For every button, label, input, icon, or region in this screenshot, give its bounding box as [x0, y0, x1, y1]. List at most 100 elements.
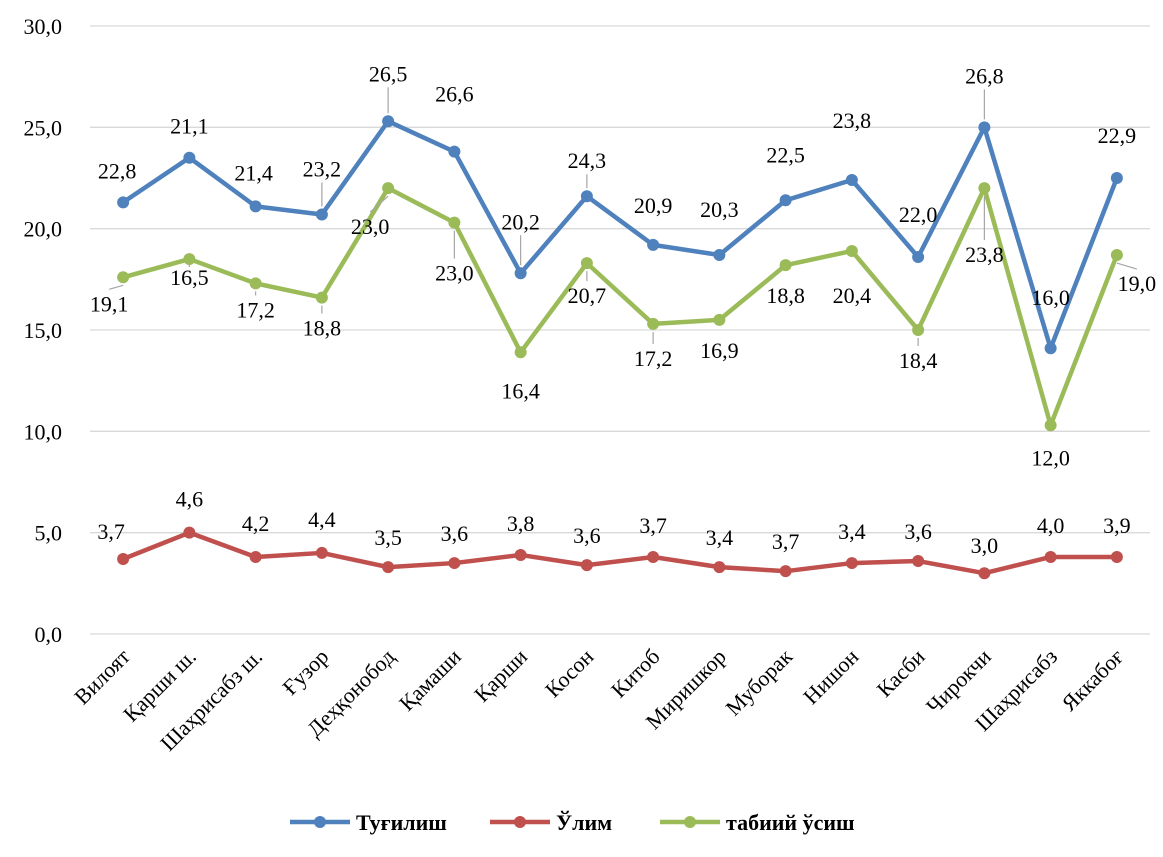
x-tick-label: Қамаши [394, 644, 466, 716]
data-point [713, 313, 726, 326]
x-tick-label: Муборак [721, 644, 798, 721]
data-label: 22,9 [1098, 123, 1137, 148]
data-label: 4,0 [1037, 513, 1065, 538]
data-label: 4,2 [242, 511, 270, 536]
series-layer [117, 115, 1123, 580]
data-point [448, 557, 461, 570]
data-label: 26,6 [435, 82, 474, 107]
data-point [978, 567, 991, 580]
data-point [183, 253, 196, 266]
data-point [713, 561, 726, 574]
data-label: 19,1 [90, 291, 129, 316]
data-point [580, 190, 593, 203]
data-label: 26,5 [369, 61, 408, 86]
data-point [647, 317, 660, 330]
data-point [315, 291, 328, 304]
series-line [120, 185, 1120, 428]
data-point [448, 216, 461, 229]
series-line [120, 530, 1120, 576]
data-point [779, 259, 792, 272]
data-point [912, 555, 925, 568]
data-label: 4,6 [176, 487, 204, 512]
y-tick-label: 20,0 [24, 217, 63, 242]
data-point [1110, 249, 1123, 262]
data-point [845, 244, 858, 257]
data-point [448, 145, 461, 158]
legend-marker [314, 816, 326, 828]
label-leader [108, 284, 124, 290]
data-label: 3,9 [1103, 513, 1131, 538]
x-tick-label: Вилоят [69, 644, 135, 710]
data-label: 22,0 [899, 202, 938, 227]
data-point [1110, 550, 1123, 563]
data-point [117, 553, 130, 566]
data-label: 23,0 [351, 214, 390, 239]
data-label: 22,5 [766, 142, 805, 167]
legend: Туғилиш Ўлим табиий ўсиш [290, 810, 855, 835]
data-label: 3,8 [507, 511, 535, 536]
data-point [183, 526, 196, 539]
data-point [249, 277, 262, 290]
grid-lines [90, 25, 1150, 635]
data-point [514, 267, 527, 280]
data-label: 16,0 [1031, 285, 1070, 310]
data-label: 20,2 [501, 209, 540, 234]
x-tick-label: Қарши [469, 644, 532, 707]
data-label: 3,7 [639, 513, 667, 538]
x-tick-label: Китоб [606, 644, 665, 703]
data-point [382, 115, 395, 128]
data-point [249, 550, 262, 563]
series-line [120, 119, 1120, 351]
y-tick-label: 0,0 [35, 622, 63, 647]
data-label: 20,7 [568, 283, 607, 308]
data-label: 16,4 [501, 378, 540, 403]
data-label: 3,7 [97, 519, 125, 544]
data-label: 17,2 [236, 297, 275, 322]
data-label: 16,9 [700, 338, 739, 363]
data-label: 20,3 [700, 197, 739, 222]
data-point [713, 249, 726, 262]
data-label: 12,0 [1031, 445, 1070, 470]
data-point [912, 324, 925, 336]
data-point [249, 200, 262, 213]
data-point [315, 208, 328, 221]
data-point [580, 257, 593, 270]
legend-label: Ўлим [556, 810, 612, 835]
data-point [514, 346, 527, 359]
label-leader [1116, 262, 1138, 270]
data-point [382, 561, 395, 574]
legend-label: табиий ўсиш [726, 810, 855, 835]
data-label: 20,9 [634, 193, 673, 218]
data-label: 3,7 [772, 529, 800, 554]
data-point [845, 557, 858, 570]
data-point [845, 174, 858, 187]
data-labels: 22,8 21,1 21,4 23,2 26,5 26,6 20,2 24,3 20,9 20,3… [90, 61, 1156, 558]
label-leader [369, 195, 389, 213]
data-point [580, 559, 593, 572]
y-tick-label: 25,0 [24, 115, 63, 140]
y-axis: 0,0 5,0 10,0 15,0 20,0 25,0 30,0 [24, 14, 63, 647]
y-tick-label: 5,0 [35, 521, 63, 546]
x-tick-label: Нишон [798, 644, 863, 709]
x-tick-label: Ғузор [277, 644, 333, 700]
data-label: 19,0 [1118, 271, 1157, 296]
data-point [315, 546, 328, 559]
data-label: 3,6 [441, 521, 469, 546]
legend-marker [514, 816, 526, 828]
data-label: 23,8 [965, 242, 1004, 267]
data-point [1044, 342, 1057, 355]
data-label: 18,8 [303, 316, 342, 341]
x-tick-label: Яккабоғ [1056, 644, 1128, 716]
x-tick-label: Косон [540, 644, 599, 703]
data-label: 23,0 [435, 261, 474, 286]
y-tick-label: 30,0 [24, 14, 63, 39]
data-label: 3,4 [706, 525, 734, 550]
y-tick-label: 15,0 [24, 318, 63, 343]
y-tick-label: 10,0 [24, 419, 63, 444]
data-label: 3,6 [573, 523, 601, 548]
x-tick-label: Касби [872, 644, 930, 702]
data-label: 22,8 [98, 158, 137, 183]
data-point [117, 196, 130, 209]
